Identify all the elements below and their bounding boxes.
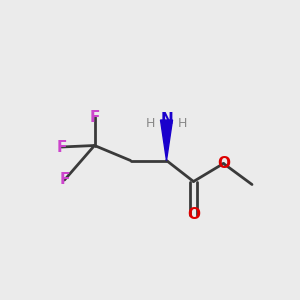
Text: H: H (177, 117, 187, 130)
Text: O: O (217, 156, 230, 171)
Polygon shape (160, 120, 172, 160)
Text: H: H (146, 117, 156, 130)
Text: F: F (56, 140, 67, 154)
Text: F: F (59, 172, 70, 188)
Text: F: F (89, 110, 100, 124)
Text: O: O (187, 207, 200, 222)
Text: N: N (160, 112, 173, 128)
